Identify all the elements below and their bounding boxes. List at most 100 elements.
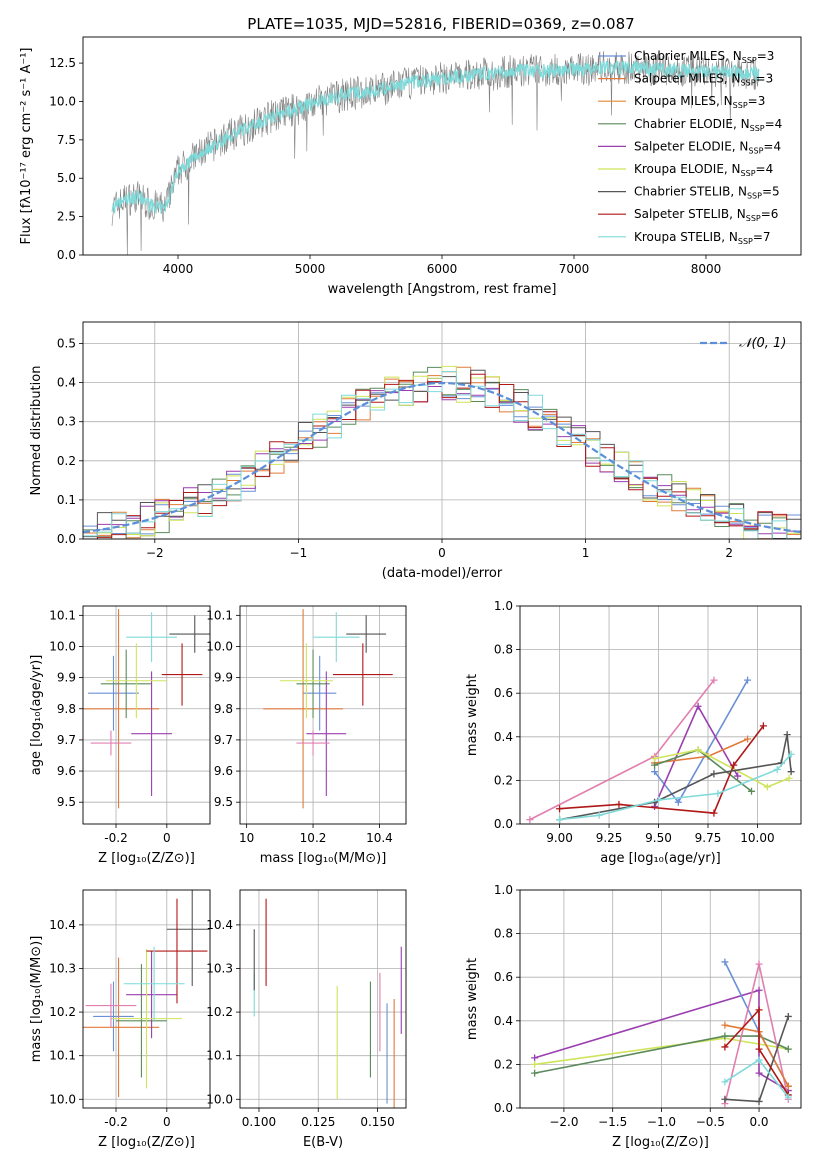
tick-label-y: 9.9 [57,671,76,685]
series-marker [787,750,795,758]
tick-label-x: 0 [438,546,446,560]
series-marker [526,816,534,824]
plot-area [526,676,795,824]
legend-label-sub: SSP [750,124,765,133]
series-marker [651,761,659,769]
tick-label-y: 0.3 [57,415,76,429]
x-axis-label: (data-model)/error [382,566,503,581]
axes-frame [82,36,802,256]
tick-label-y: 9.8 [57,702,76,716]
x-axis-label: Z [log₁₀(Z/Z⊙)] [98,851,195,866]
legend-label-suffix: =6 [761,207,779,221]
tick-label-y: 9.6 [57,764,76,778]
series-marker [773,766,781,773]
x-axis-label: mass [log₁₀(M/M⊙)] [260,851,387,866]
series-marker [755,1006,763,1014]
legend-label: Chabrier ELODIE, NSSP=4 [634,117,782,133]
legend-label-suffix: =3 [748,94,766,108]
series-marker [748,787,756,795]
legend-label-suffix: =3 [757,49,775,63]
series-marker [783,731,791,739]
legend-label-text: Kroupa MILES, N [634,94,733,108]
series-marker [531,1069,539,1077]
x-axis-label: Z [log₁₀(Z/Z⊙)] [98,1135,195,1150]
tick-label-y: 10.1 [206,608,233,622]
tick-label-x: −2 [146,546,164,560]
series-marker [615,800,623,808]
tick-label-y: 0.2 [494,773,513,787]
chart-mass-vs-EBV: 0.100 0.125 0.150 10.0 10.1 10.2 10.3 10.4 E(B-V… [206,889,407,1150]
legend-label-sub: SSP [738,237,753,246]
legend-label: 𝒩(0, 1) [739,336,786,351]
x-axis-label: E(B-V) [303,1135,343,1150]
figure-title: PLATE=1035, MJD=52816, FIBERID=0369, z=0… [247,15,634,33]
axes-frame [82,889,211,1109]
y-axis-label: Flux [fλ10⁻¹⁷ erg cm⁻² s⁻¹ A⁻¹] [19,48,34,245]
series-marker [556,816,564,824]
tick-label-y: 1.0 [494,599,513,613]
legend-label: Salpeter STELIB, NSSP=6 [634,207,778,223]
series-marker [734,772,742,780]
tick-label-y: 0.2 [494,1057,513,1071]
tick-label-y: 7.5 [57,133,76,147]
plot-area [531,958,792,1108]
tick-label-x: −1.0 [647,1115,676,1129]
tick-label-y: 0.5 [57,337,76,351]
plot-area [263,609,393,809]
tick-label-y: 0.4 [494,730,513,744]
chart-mass-vs-Z: -0.2 0 10.0 10.1 10.2 10.3 10.4 Z [log₁₀(Z/Z⊙)]… [29,889,211,1150]
series-marker [784,1045,792,1053]
y-axis-label: age [log₁₀(age/yr)] [29,655,44,776]
axes-frame [519,889,802,1109]
tick-label-x: −0.5 [696,1115,725,1129]
tick-label-y: 10.0 [49,1092,76,1106]
y-axis-label: mass weight [465,674,480,756]
tick-label-y: 10.1 [49,608,76,622]
series-marker [721,1095,729,1103]
plot-area [83,609,210,809]
legend-label-sub: SSP [748,146,763,155]
y-axis-label: Normed distribution [29,366,44,496]
tick-label-y: 2.5 [57,210,76,224]
tick-label-y: 9.6 [214,764,233,778]
tick-label-y: 1.0 [494,883,513,897]
axes-frame [82,321,802,540]
tick-label-x: 7000 [559,262,590,276]
series-marker [755,986,763,994]
tick-label-x: 8000 [691,262,722,276]
legend-label: Salpeter MILES, NSSP=3 [634,72,773,88]
tick-label-y: 0.4 [494,1014,513,1028]
series-marker [714,789,722,797]
legend-label-text: Kroupa STELIB, N [634,230,738,244]
tick-label-y: 0.0 [494,1101,513,1115]
tick-label-y: 0.0 [494,817,513,831]
tick-label-y: 10.4 [49,918,76,932]
tick-label-x: 10.2 [300,831,327,845]
legend-label-sub: SSP [741,79,756,88]
tick-label-x: 1 [582,546,590,560]
plot-area [111,51,760,255]
plot-area [253,898,402,1108]
tick-label-y: 9.5 [214,795,233,809]
legend-label-sub: SSP [742,56,757,65]
tick-label-y: 10.2 [49,1005,76,1019]
chart-mass-weight-vs-age: 9.00 9.25 9.50 9.75 10.00 0.0 0.2 0.4 0.6 0.8 1.0 a… [465,599,802,866]
tick-label-y: 0.0 [57,532,76,546]
x-axis-label: Z [log₁₀(Z/Z⊙)] [612,1135,709,1150]
series-marker [651,755,659,763]
legend-label: Kroupa STELIB, NSSP=7 [634,230,771,246]
tick-label-x: 10.00 [740,831,774,845]
legend-label-sub: SSP [741,169,756,178]
normal-curve [83,381,801,534]
series-marker [787,768,795,776]
series-marker [755,1069,763,1077]
series-line [653,679,749,804]
legend-label-text: Kroupa ELODIE, N [634,162,741,176]
series-marker [755,1045,763,1053]
series-marker [784,1082,792,1090]
tick-label-y: 0.8 [494,927,513,941]
legend-label-text: Salpeter ELODIE, N [634,139,748,153]
legend-label: Kroupa MILES, NSSP=3 [634,94,765,110]
series-line [724,963,790,1104]
